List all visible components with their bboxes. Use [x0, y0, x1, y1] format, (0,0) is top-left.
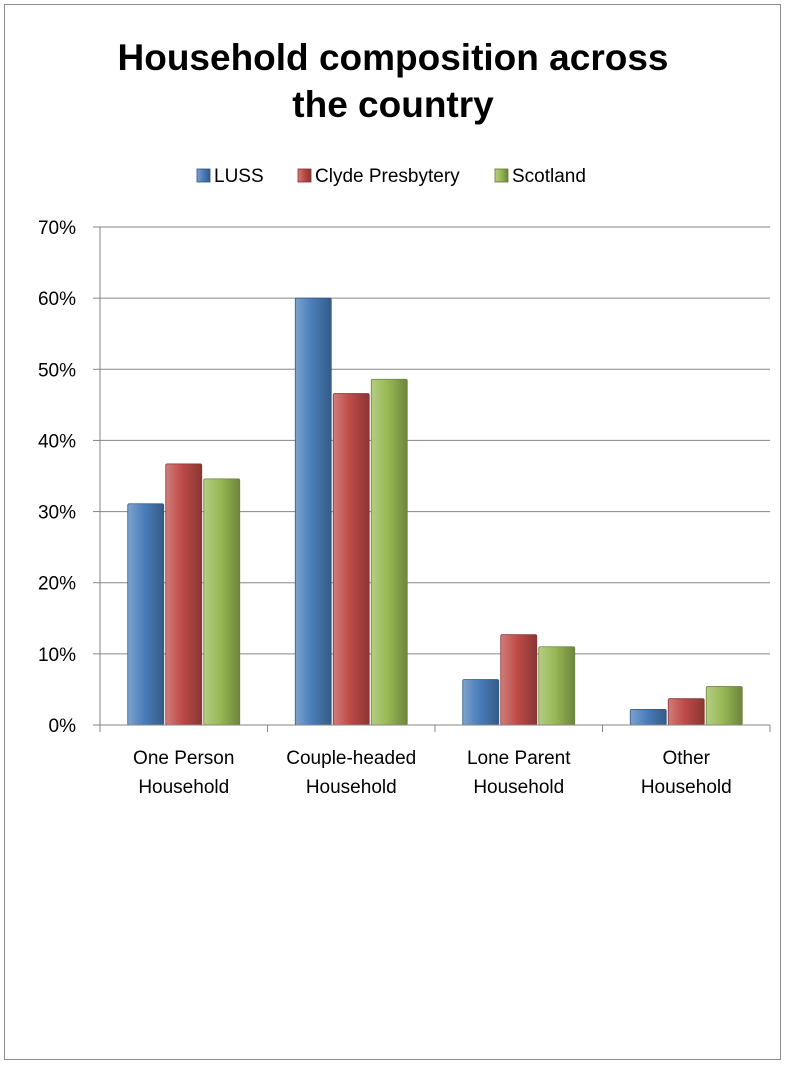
legend-label: Scotland [512, 166, 586, 187]
legend-item: LUSS [196, 166, 264, 187]
x-category-label-line: Lone Parent [467, 748, 571, 769]
bars [127, 297, 743, 726]
y-tick-label: 0% [49, 716, 77, 737]
x-category-label-line: Household [641, 777, 732, 798]
legend-label: LUSS [214, 166, 264, 187]
y-tick-label: 30% [38, 503, 76, 524]
legend-swatch [494, 168, 509, 183]
x-category-label: Lone Parent Household [467, 748, 571, 798]
x-category-label-line: Couple-headed [286, 748, 416, 769]
x-category-label-line: Household [138, 777, 229, 798]
legend-item: Clyde Presbytery [297, 166, 460, 187]
x-category-label: Couple-headed Household [286, 748, 416, 798]
x-category-label: Other Household [641, 748, 732, 798]
legend-swatch [196, 168, 211, 183]
x-category-label-line: One Person [133, 748, 234, 769]
y-tick-label: 50% [38, 360, 76, 381]
x-category-label-line: Household [306, 777, 397, 798]
bar [462, 679, 500, 726]
y-tick-label: 20% [38, 574, 76, 595]
bar [203, 478, 241, 726]
y-tick-label: 10% [38, 645, 76, 666]
bar [332, 393, 370, 726]
legend-label: Clyde Presbytery [315, 166, 460, 187]
x-category-label: One Person Household [133, 748, 234, 798]
bar [705, 686, 743, 726]
bar [667, 698, 705, 726]
bar [629, 708, 667, 726]
bar [127, 503, 165, 726]
chart-title-line: the country [292, 84, 494, 125]
legend-item: Scotland [494, 166, 586, 187]
legend-swatch [297, 168, 312, 183]
y-tick-label: 60% [38, 289, 76, 310]
y-tick-label: 70% [38, 218, 76, 239]
x-category-label-line: Household [473, 777, 564, 798]
axes [99, 227, 771, 732]
chart-title-line: Household composition across [118, 37, 669, 78]
y-axis-ticks: 0% 10% 20% 30% 40% 50% 60% 70% [38, 218, 100, 737]
chart-title: Household composition across the country [118, 37, 669, 125]
x-category-label-line: Other [662, 748, 710, 769]
bar [165, 463, 203, 726]
x-axis-categories: One Person Household Couple-headed Househol… [133, 748, 732, 798]
bar [370, 378, 408, 726]
bar [500, 634, 538, 726]
bar [294, 297, 332, 726]
y-tick-label: 40% [38, 431, 76, 452]
bar [538, 646, 576, 726]
legend: LUSS Clyde Presbytery Scotland [196, 166, 586, 187]
